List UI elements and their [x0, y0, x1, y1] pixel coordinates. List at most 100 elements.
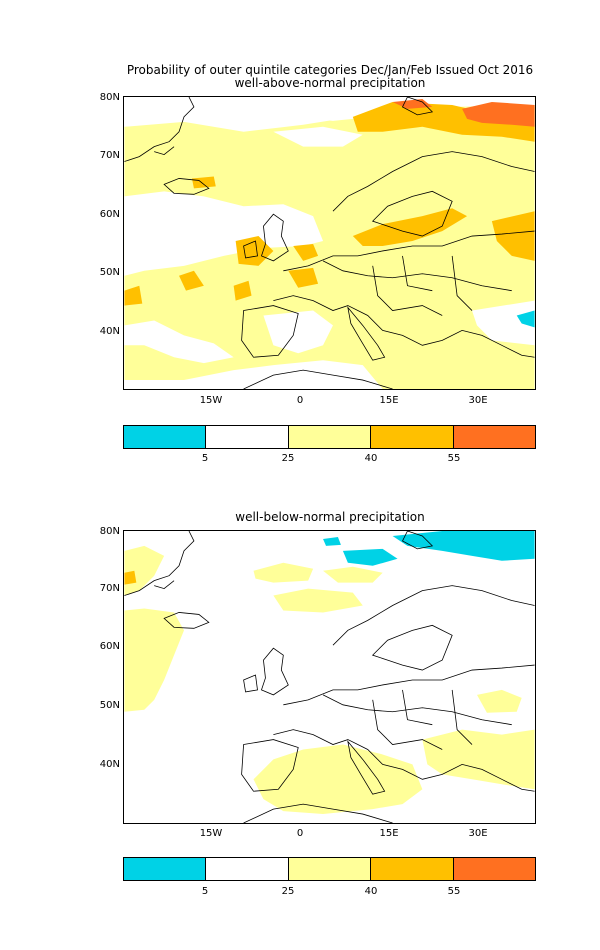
yellow-region — [124, 97, 535, 389]
cyan-region — [516, 310, 535, 328]
cyan-region — [392, 531, 535, 561]
dark-orange-region — [462, 101, 535, 127]
yellow-region — [273, 588, 363, 613]
panel-2-lat-label: 50N — [99, 700, 120, 711]
orange-region — [352, 208, 468, 246]
orange-region — [124, 570, 137, 585]
colorbar-tick-label: 25 — [281, 886, 295, 897]
cyan-region — [342, 548, 398, 566]
panel-1-map-svg — [124, 97, 535, 389]
colorbar-swatch — [206, 426, 289, 448]
panel-2-map — [123, 530, 536, 824]
colorbar-swatch — [288, 426, 372, 448]
colorbar-tick-label: 5 — [201, 453, 209, 464]
panel-1-coastlines — [124, 97, 535, 389]
iceland-coast — [163, 178, 210, 195]
europe-coast — [273, 664, 535, 792]
orange-region — [293, 243, 319, 261]
white-region — [124, 191, 324, 276]
scandinavia-coast — [332, 151, 535, 237]
yellow-region — [253, 562, 314, 583]
panel-1-cyan-areas — [516, 310, 535, 328]
yellow-region — [323, 566, 383, 583]
iceland-coast — [163, 612, 210, 629]
panel-2-subtitle: well-below-normal precipitation — [235, 510, 425, 524]
colorbar-swatch — [371, 858, 454, 880]
panel-1-lat-label: 60N — [99, 209, 120, 220]
white-region — [472, 300, 535, 346]
panel-2-lon-label: 15E — [379, 828, 399, 839]
colorbar-swatch — [453, 858, 536, 880]
figure-title: Probability of outer quintile categories… — [126, 63, 534, 77]
panel-2-cyan-areas — [323, 531, 535, 566]
africa-coast — [243, 803, 393, 823]
panel-2-lat-label: 40N — [99, 759, 120, 770]
panel-2-orange-areas — [124, 570, 137, 585]
europe-coast — [273, 230, 535, 358]
panel-2-lon-label: 15W — [199, 828, 223, 839]
colorbar-tick-label: 5 — [201, 886, 209, 897]
panel-2-coastlines — [124, 531, 535, 823]
panel-1-lon-label: 15E — [379, 395, 399, 406]
panel-1-map — [123, 96, 536, 390]
panel-1-lat-label: 80N — [99, 92, 120, 103]
colorbar-swatch — [124, 426, 207, 448]
orange-region — [124, 285, 143, 306]
orange-region — [179, 270, 204, 291]
panel-1-lat-label: 40N — [99, 326, 120, 337]
panel-1-lat-label: 70N — [99, 150, 120, 161]
panel-2-lat-label: 80N — [99, 526, 120, 537]
panel-2-lat-label: 60N — [99, 641, 120, 652]
country-borders — [322, 689, 512, 750]
panel-1-white-areas — [124, 97, 535, 364]
africa-coast — [243, 369, 393, 389]
white-region — [263, 310, 333, 354]
panel-2-map-svg — [124, 531, 535, 823]
panel-1-yellow-areas — [124, 97, 535, 389]
yellow-region — [253, 744, 423, 815]
colorbar-swatch — [124, 858, 207, 880]
yellow-region — [476, 689, 522, 713]
italy-coast — [347, 740, 386, 795]
orange-region — [288, 267, 319, 288]
uk-coast — [243, 213, 289, 262]
uk-coast — [243, 647, 289, 696]
colorbar-tick-label: 55 — [447, 453, 461, 464]
panel-2-lon-label: 30E — [468, 828, 488, 839]
orange-region — [233, 280, 252, 301]
cyan-region — [323, 536, 341, 546]
panel-1-lon-label: 15W — [199, 395, 223, 406]
panel-1-subtitle: well-above-normal precipitation — [234, 76, 426, 90]
colorbar-tick-label: 40 — [364, 453, 378, 464]
colorbar-swatch — [371, 426, 454, 448]
yellow-region — [124, 545, 165, 596]
colorbar-swatch — [453, 426, 536, 448]
orange-region — [235, 236, 274, 266]
colorbar-tick-label: 25 — [281, 453, 295, 464]
panel-2-lat-label: 70N — [99, 583, 120, 594]
panel-2-lon-label: 0 — [296, 828, 304, 839]
panel-1-lon-label: 30E — [468, 395, 488, 406]
greenland-coast — [124, 531, 195, 596]
svalbard-coast — [401, 97, 434, 116]
white-region — [273, 126, 363, 147]
colorbar-tick-label: 55 — [447, 886, 461, 897]
panel-2-yellow-areas — [124, 545, 535, 815]
panel-2-colorbar — [123, 857, 536, 881]
italy-coast — [347, 306, 386, 361]
white-region — [124, 320, 234, 364]
greenland-coast — [124, 97, 195, 162]
scandinavia-coast — [332, 585, 535, 671]
panel-1-lat-label: 50N — [99, 267, 120, 278]
colorbar-tick-label: 40 — [364, 886, 378, 897]
colorbar-swatch — [206, 858, 289, 880]
iberia-coast — [241, 739, 299, 792]
colorbar-swatch — [288, 858, 372, 880]
country-borders — [322, 255, 512, 316]
orange-region — [491, 211, 535, 261]
svalbard-coast — [401, 531, 434, 550]
yellow-region — [422, 729, 535, 790]
panel-1-colorbar — [123, 425, 536, 449]
iberia-coast — [241, 305, 299, 358]
panel-1-lon-label: 0 — [296, 395, 304, 406]
